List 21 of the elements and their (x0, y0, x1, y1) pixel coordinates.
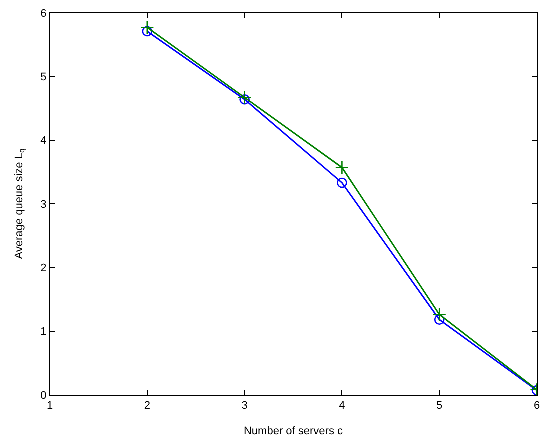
y-tick-label: 6 (40, 8, 47, 20)
x-tick-label: 2 (144, 400, 150, 412)
x-tick-label: 3 (242, 400, 248, 412)
x-axis-title: Number of servers c (244, 425, 344, 438)
point (240, 94, 250, 105)
x-tick-label: 4 (339, 400, 346, 412)
x-tick-label: 6 (534, 400, 540, 412)
y-tick-label: 0 (40, 390, 47, 402)
point (142, 26, 153, 37)
y-tick-label: 1 (40, 326, 47, 338)
point (238, 90, 252, 105)
point (434, 314, 445, 326)
y-tick-label: 4 (40, 135, 47, 148)
y-tick-label: 2 (40, 262, 47, 275)
point (335, 160, 350, 175)
point (432, 308, 447, 322)
y-tick-label: 5 (40, 72, 47, 84)
y-tick-label: 3 (40, 198, 47, 211)
x-tick-label: 5 (436, 400, 443, 412)
point (337, 178, 348, 188)
point (140, 20, 154, 35)
